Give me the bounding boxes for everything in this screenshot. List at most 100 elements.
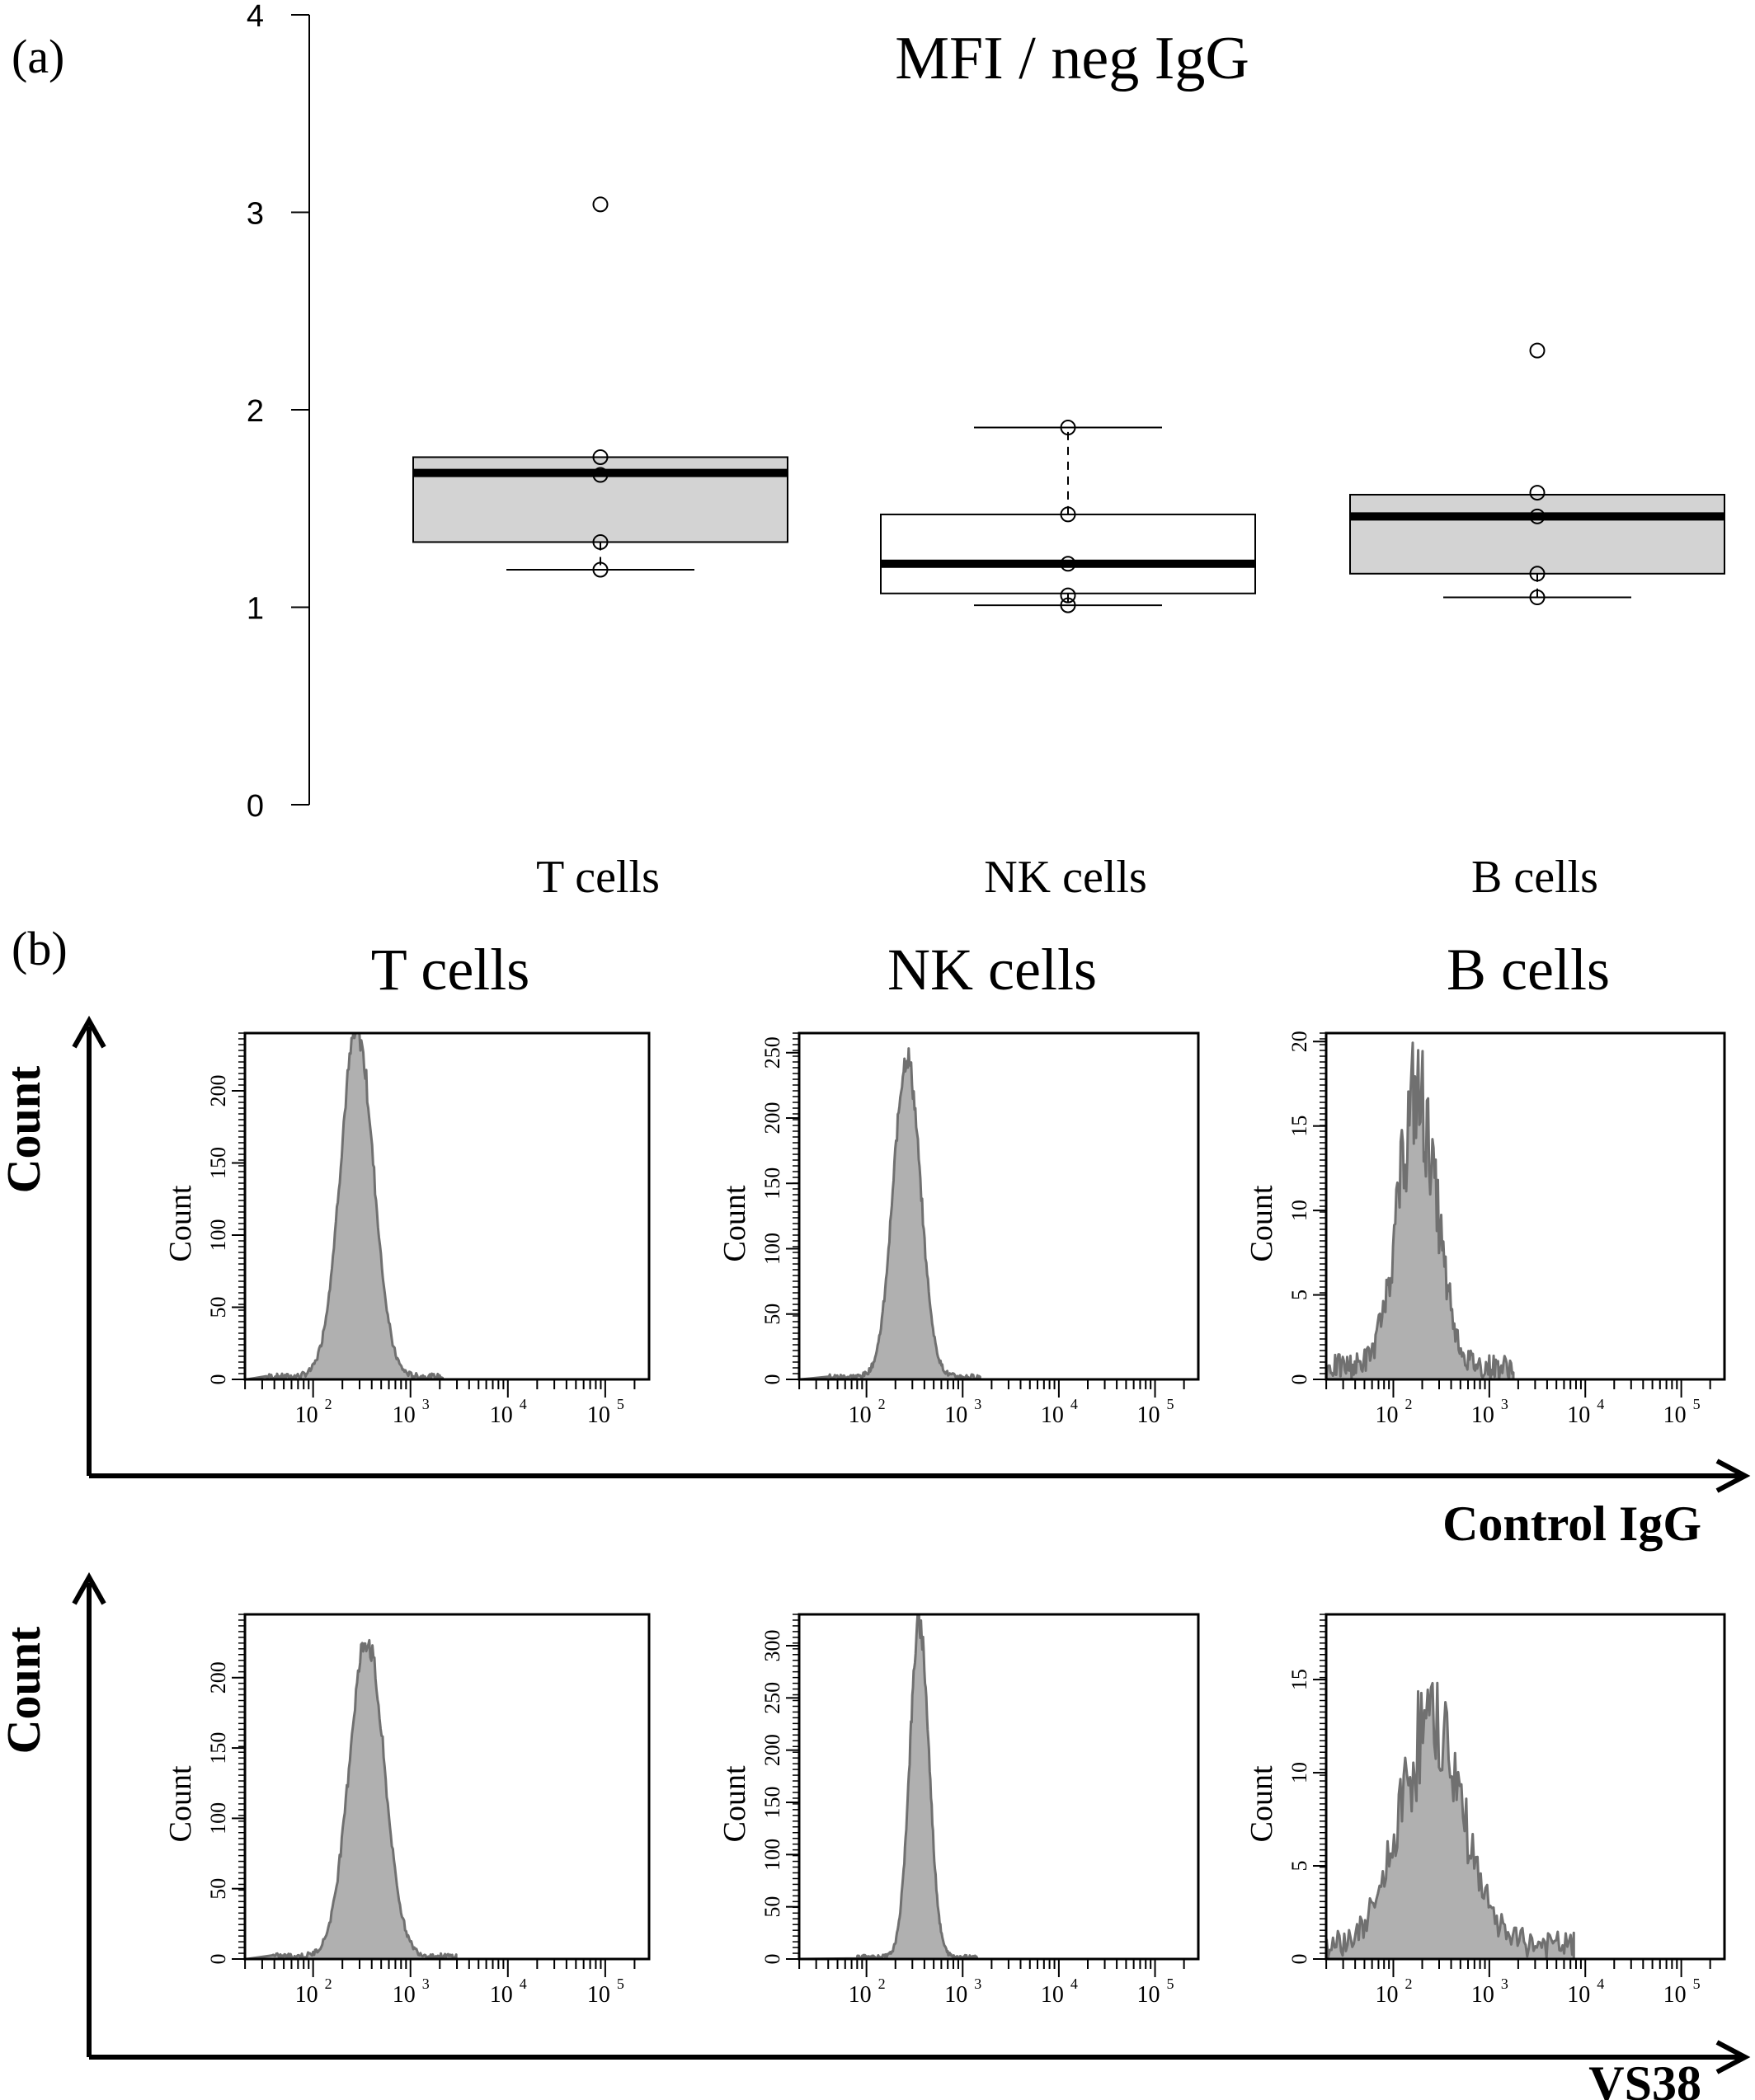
box-nk-cells-point-3 [1060, 556, 1076, 572]
hist-control-igg-t-cells-x-tick-exp-4: 4 [520, 1396, 527, 1412]
hist-vs38-t-cells-y-tick-label-50: 50 [206, 1878, 230, 1900]
hist-control-igg-nk-cells-x-tick-label-5: 10 [1137, 1402, 1160, 1428]
hist-vs38-nk-cells-x-tick-label-2: 10 [849, 1982, 872, 2008]
row2-big-axes: Count VS38 [0, 1571, 1751, 2100]
hist-control-igg-nk-cells-y-tick-label-0: 0 [760, 1374, 784, 1385]
hist-control-igg-t-cells-x-tick-exp-5: 5 [617, 1396, 624, 1412]
hist-control-igg-nk-cells-x-tick-exp-3: 3 [974, 1396, 981, 1412]
hist-control-igg-b-cells-x-tick-exp-4: 4 [1597, 1396, 1604, 1412]
box-t-cells-point-3 [592, 467, 609, 483]
box-t-cells-point-4 [592, 449, 609, 465]
hist-vs38-b-cells: 0 5 10 15 Count 10 2 10 3 10 4 10 5 [1244, 1613, 1726, 2008]
hist-control-igg-b-cells-x-tick-label-3: 10 [1471, 1402, 1494, 1428]
box-t-cells-point-2 [592, 533, 609, 550]
hist-vs38-t-cells-frame [243, 1613, 651, 1961]
hist-control-igg-nk-cells: 0 50 100 150 200 250 Count 10 2 10 3 10 4 10 5 [718, 1031, 1200, 1428]
hist-control-igg-b-cells-y-label: Count [1244, 1185, 1279, 1261]
hist-vs38-t-cells-x-tick-label-4: 10 [490, 1982, 513, 2008]
hist-control-igg-nk-cells-x-tick-label-3: 10 [944, 1402, 967, 1428]
hist-control-igg-nk-cells-x-tick-exp-4: 4 [1070, 1396, 1078, 1412]
hist-vs38-t-cells-area [245, 1638, 458, 1961]
box-t-cells [412, 196, 788, 578]
panel-a-title: MFI / neg IgG [895, 25, 1249, 92]
box-category-label-t-cells: T cells [536, 852, 660, 903]
box-b-cells-point-5 [1529, 342, 1546, 359]
box-nk-cells-point-5 [1060, 420, 1076, 436]
hist-vs38-nk-cells-y-tick-label-200: 200 [760, 1734, 784, 1766]
hist-control-igg-nk-cells-x-tick-exp-5: 5 [1167, 1396, 1174, 1412]
row2-x-label: VS38 [1588, 2056, 1701, 2100]
col-title-b-cells: B cells [1447, 937, 1610, 1003]
box-b-cells [1349, 342, 1725, 606]
hist-vs38-b-cells-area [1325, 1681, 1575, 1961]
hist-control-igg-t-cells-y-label: Count [163, 1185, 198, 1261]
hist-control-igg-t-cells-x-tick-exp-2: 2 [325, 1396, 332, 1412]
box-nk-cells [880, 420, 1256, 613]
hist-vs38-b-cells-y-tick-label-15: 15 [1287, 1669, 1311, 1690]
box-nk-cells-point-4 [1060, 506, 1076, 523]
box-category-label-b-cells: B cells [1471, 852, 1598, 903]
box-b-cells-point-3 [1529, 508, 1546, 524]
hist-vs38-nk-cells-x-tick-label-4: 10 [1041, 1982, 1064, 2008]
hist-vs38-b-cells-x-tick-label-3: 10 [1471, 1982, 1494, 2008]
box-y-tick-label-3: 3 [247, 197, 264, 232]
hist-control-igg-nk-cells-x-tick-label-4: 10 [1041, 1402, 1064, 1428]
hist-vs38-t-cells-x-tick-label-5: 10 [587, 1982, 610, 2008]
hist-control-igg-nk-cells-y-tick-label-50: 50 [760, 1304, 784, 1325]
hist-vs38-nk-cells-y-tick-label-250: 250 [760, 1682, 784, 1714]
row2-count-label: Count [0, 1626, 50, 1754]
hist-vs38-b-cells-x-tick-label-2: 10 [1375, 1982, 1398, 2008]
hist-vs38-t-cells-y-tick-label-100: 100 [206, 1802, 230, 1835]
hist-vs38-nk-cells-area [799, 1613, 979, 1961]
row1-count-label: Count [0, 1065, 50, 1193]
hist-control-igg-b-cells-area [1324, 1041, 1515, 1381]
hist-control-igg-b-cells-x-tick-label-5: 10 [1663, 1402, 1687, 1428]
hist-control-igg-b-cells-x-tick-label-4: 10 [1567, 1402, 1590, 1428]
row1-x-label: Control IgG [1442, 1496, 1701, 1551]
hist-control-igg-t-cells-x-tick-label-3: 10 [393, 1402, 416, 1428]
hist-control-igg-t-cells-y-tick-label-100: 100 [206, 1219, 230, 1252]
hist-vs38-b-cells-x-tick-exp-4: 4 [1597, 1976, 1604, 1992]
hist-control-igg-nk-cells-y-tick-label-150: 150 [760, 1167, 784, 1200]
hist-control-igg-t-cells-x-tick-label-2: 10 [295, 1402, 318, 1428]
hist-vs38-t-cells-x-tick-label-2: 10 [295, 1982, 318, 2008]
hist-control-igg-t-cells: 0 50 100 150 200 Count 10 2 10 3 10 4 10 5 [163, 1031, 651, 1428]
hist-control-igg-nk-cells-y-label: Count [718, 1185, 752, 1261]
hist-vs38-nk-cells-frame [798, 1613, 1200, 1961]
box-b-cells-point-4 [1529, 485, 1546, 501]
box-t-cells-point-1 [592, 561, 609, 578]
hist-vs38-nk-cells: 0 50 100 150 200 250 300 Count 10 2 10 3 10 4 10 5 [718, 1613, 1200, 2008]
hist-control-igg-nk-cells-y-tick-label-100: 100 [760, 1233, 784, 1265]
box-b-cells-point-2 [1529, 566, 1546, 582]
hist-vs38-t-cells-y-tick-label-200: 200 [206, 1661, 230, 1694]
hist-control-igg-nk-cells-y-tick-label-250: 250 [760, 1036, 784, 1069]
col-title-nk-cells: NK cells [887, 937, 1097, 1003]
hist-control-igg-t-cells-y-tick-label-50: 50 [206, 1297, 230, 1318]
box-y-tick-label-1: 1 [247, 592, 264, 627]
panel-b-histograms: (b) T cells NK cells B cells Count Contr… [0, 922, 1751, 2100]
hist-vs38-nk-cells-y-tick-label-300: 300 [760, 1630, 784, 1662]
hist-vs38-nk-cells-y-tick-label-50: 50 [760, 1896, 784, 1918]
hist-control-igg-b-cells-x-tick-exp-5: 5 [1693, 1396, 1701, 1412]
hist-vs38-t-cells-y-tick-label-0: 0 [206, 1954, 230, 1965]
panel-a-label: (a) [12, 30, 64, 83]
col-title-t-cells: T cells [371, 937, 530, 1003]
box-y-tick-label-2: 2 [247, 394, 264, 429]
hist-control-igg-b-cells-y-tick-label-20: 20 [1287, 1031, 1311, 1052]
hist-vs38-t-cells-x-tick-exp-2: 2 [325, 1976, 332, 1992]
hist-vs38-nk-cells-x-tick-exp-3: 3 [974, 1976, 981, 1992]
panel-a-boxplot: (a) MFI / neg IgG 0 1 2 3 4 T cells NK cells B… [12, 0, 1725, 903]
row1-big-axes: Count Control IgG [0, 1015, 1751, 1551]
hist-control-igg-t-cells-x-tick-label-5: 10 [587, 1402, 610, 1428]
hist-vs38-nk-cells-y-tick-label-150: 150 [760, 1787, 784, 1819]
hist-vs38-t-cells-y-label: Count [163, 1765, 198, 1842]
hist-control-igg-nk-cells-frame [798, 1031, 1200, 1381]
hist-vs38-b-cells-y-tick-label-5: 5 [1287, 1861, 1311, 1872]
hist-control-igg-b-cells-x-tick-exp-3: 3 [1501, 1396, 1508, 1412]
hist-vs38-t-cells-y-tick-label-150: 150 [206, 1732, 230, 1764]
hist-vs38-nk-cells-y-label: Count [718, 1765, 752, 1842]
hist-control-igg-b-cells: 0 5 10 15 20 Count 10 2 10 3 10 4 10 5 [1244, 1031, 1726, 1428]
hist-control-igg-nk-cells-x-tick-exp-2: 2 [878, 1396, 886, 1412]
box-nk-cells-iqr [880, 513, 1256, 594]
